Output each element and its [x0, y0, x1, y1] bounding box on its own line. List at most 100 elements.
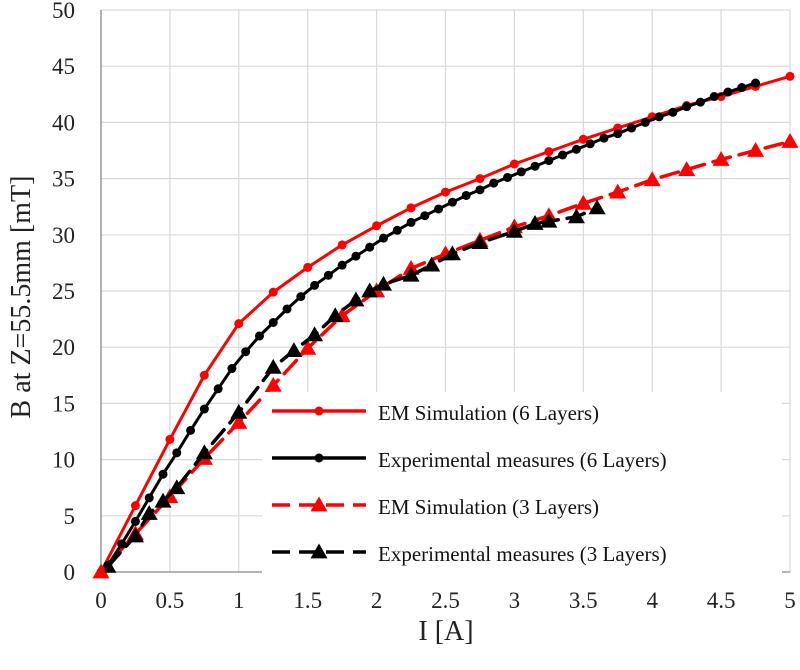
x-tick-label: 2.5 [431, 588, 460, 613]
data-point [654, 112, 664, 122]
data-point [130, 501, 140, 511]
y-tick-label: 30 [52, 223, 75, 248]
y-tick-labels: 0 5 10 15 20 25 30 35 40 45 50 [52, 0, 75, 585]
data-point [406, 203, 416, 213]
data-point [241, 347, 251, 357]
y-tick-label: 25 [52, 279, 75, 304]
series-4 [99, 199, 606, 573]
data-point [443, 245, 461, 261]
legend-label: EM Simulation (3 Layers) [378, 495, 599, 519]
data-point [296, 292, 306, 302]
legend-label: Experimental measures (6 Layers) [378, 448, 667, 472]
y-tick-label: 10 [52, 448, 75, 473]
data-point [567, 208, 585, 224]
data-point [471, 234, 489, 250]
x-tick-label: 5 [784, 588, 796, 613]
data-point [530, 161, 540, 171]
x-tick-label: 1.5 [293, 588, 322, 613]
data-point [310, 280, 320, 290]
data-point [254, 331, 264, 341]
x-tick-label: 2 [371, 588, 383, 613]
data-point [723, 87, 733, 97]
legend-marker [310, 543, 328, 559]
data-point [585, 139, 595, 149]
data-point [402, 266, 420, 282]
data-point [540, 212, 558, 228]
legend-marker [310, 496, 328, 512]
data-point [326, 307, 344, 323]
data-point [264, 376, 282, 392]
data-point [392, 225, 402, 235]
data-point [299, 339, 317, 355]
legend-label: Experimental measures (3 Layers) [378, 542, 667, 566]
data-point [747, 142, 765, 157]
data-point [578, 134, 588, 144]
y-tick-label: 40 [52, 110, 75, 135]
series [92, 71, 799, 579]
data-point [709, 92, 719, 102]
y-tick-label: 35 [52, 167, 75, 192]
legend-entry: Experimental measures (3 Layers) [272, 542, 667, 566]
data-point [126, 527, 144, 543]
data-point [475, 174, 485, 184]
data-point [172, 448, 182, 458]
x-tick-label: 4 [646, 588, 658, 613]
data-point [306, 326, 324, 342]
data-point [643, 171, 661, 187]
x-tick-label: 0.5 [156, 588, 185, 613]
data-point [96, 567, 106, 577]
data-point [503, 172, 513, 182]
data-point [558, 150, 568, 160]
x-tick-labels: 0 0.5 1 1.5 2 2.5 3 3.5 4 4.5 5 [95, 588, 796, 613]
legend-entry: Experimental measures (6 Layers) [272, 448, 667, 472]
data-point [323, 270, 333, 280]
data-point [365, 242, 375, 252]
data-point [668, 107, 678, 117]
legend-marker [314, 406, 324, 416]
data-point [441, 187, 450, 197]
data-point [227, 364, 237, 374]
data-point [195, 444, 213, 460]
data-point [544, 147, 554, 157]
data-point [461, 190, 471, 200]
y-tick-label: 50 [52, 0, 75, 23]
data-point [434, 204, 444, 214]
data-point [130, 516, 140, 526]
data-point [213, 384, 223, 394]
data-point [526, 215, 544, 230]
data-point [230, 414, 248, 429]
data-point [678, 161, 696, 176]
data-point [640, 117, 650, 127]
data-point [103, 560, 113, 570]
legend-symbol [272, 406, 366, 416]
data-point [264, 358, 282, 374]
data-point [347, 291, 365, 307]
data-point [695, 97, 705, 107]
data-point [268, 317, 278, 327]
data-point [285, 342, 303, 357]
x-tick-label: 4.5 [707, 588, 736, 613]
legend-symbol [272, 453, 366, 463]
legend-marker [314, 453, 324, 463]
data-point [516, 167, 526, 177]
data-point [378, 233, 388, 243]
data-point [447, 197, 457, 207]
legend-entry: EM Simulation (3 Layers) [272, 495, 599, 519]
data-point [158, 469, 168, 479]
data-point [475, 185, 485, 195]
data-point [282, 304, 292, 314]
legend-label: EM Simulation (6 Layers) [378, 401, 599, 425]
data-point [509, 159, 519, 169]
data-point [737, 83, 747, 93]
data-point [374, 275, 392, 291]
data-point [613, 129, 623, 139]
data-point [351, 251, 361, 261]
legend-box [262, 392, 782, 582]
data-point [199, 404, 209, 414]
data-point [682, 102, 692, 112]
data-point [234, 319, 244, 329]
legend-symbol [272, 496, 366, 512]
data-point [785, 71, 795, 81]
series-2 [103, 78, 761, 570]
